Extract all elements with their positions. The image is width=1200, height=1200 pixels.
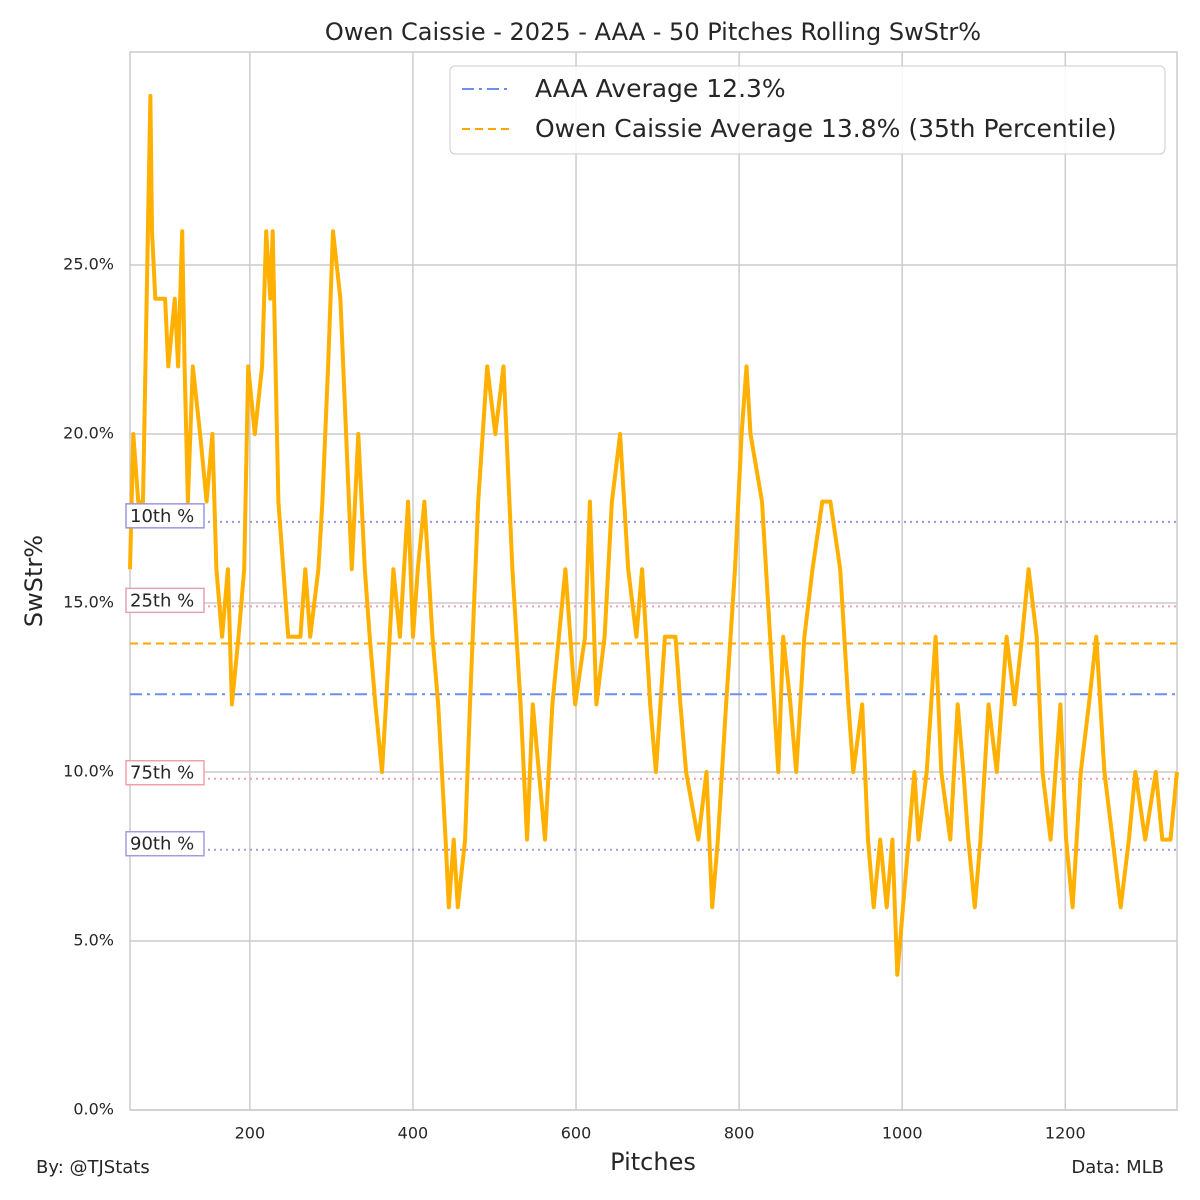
y-tick-label: 15.0% bbox=[63, 592, 114, 611]
percentile-label-box bbox=[125, 759, 205, 786]
x-axis-label: Pitches bbox=[610, 1148, 696, 1176]
y-tick-label: 25.0% bbox=[63, 254, 114, 273]
chart-title: Owen Caissie - 2025 - AAA - 50 Pitches R… bbox=[325, 18, 981, 46]
x-tick-label: 200 bbox=[235, 1124, 266, 1143]
percentile-label: 90th % bbox=[130, 834, 194, 855]
y-tick-label: 20.0% bbox=[63, 423, 114, 442]
y-tick-label: 0.0% bbox=[73, 1100, 114, 1119]
x-tick-label: 600 bbox=[561, 1124, 592, 1143]
footer-source: Data: MLB bbox=[1071, 1157, 1164, 1178]
legend: AAA Average 12.3% Owen Caissie Average 13… bbox=[449, 65, 1166, 155]
x-tick-label: 800 bbox=[724, 1124, 755, 1143]
x-tick-label: 1200 bbox=[1045, 1124, 1086, 1143]
x-tick-label: 400 bbox=[398, 1124, 429, 1143]
y-tick-label: 5.0% bbox=[73, 930, 114, 949]
x-tick-label: 1000 bbox=[882, 1124, 923, 1143]
percentile-label-box bbox=[125, 830, 205, 857]
percentile-label-box bbox=[125, 587, 205, 614]
percentile-label: 75th % bbox=[130, 763, 194, 784]
percentile-label: 10th % bbox=[130, 506, 194, 527]
percentile-label: 25th % bbox=[130, 590, 194, 611]
footer-credit: By: @TJStats bbox=[36, 1157, 150, 1178]
y-tick-label: 10.0% bbox=[63, 761, 114, 780]
legend-box bbox=[449, 65, 1166, 155]
legend-label: AAA Average 12.3% bbox=[535, 74, 786, 103]
plot-frame bbox=[129, 51, 1178, 1111]
legend-label: Owen Caissie Average 13.8% (35th Percent… bbox=[535, 114, 1117, 143]
data-line bbox=[128, 93, 1179, 977]
percentile-label-box bbox=[125, 503, 205, 529]
y-axis-label: SwStr% bbox=[20, 535, 48, 627]
